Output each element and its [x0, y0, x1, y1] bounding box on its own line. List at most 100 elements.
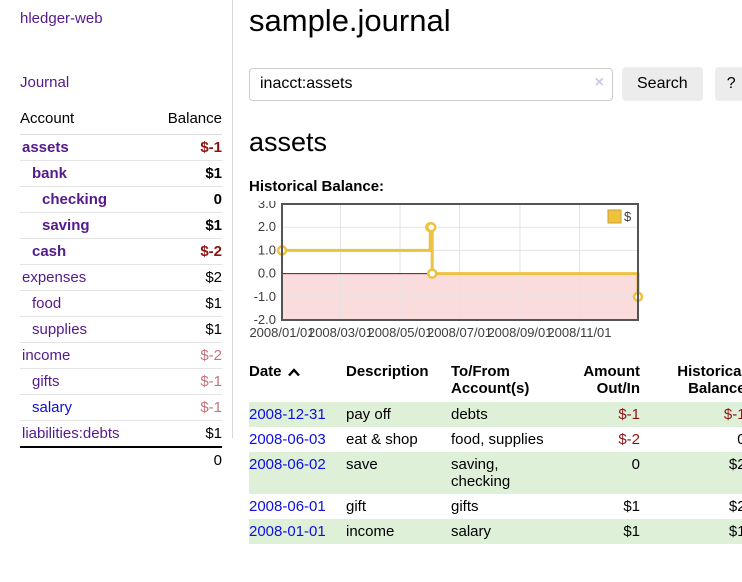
- account-row: bank $1: [20, 160, 222, 187]
- accounts-total-value: 0: [150, 446, 222, 473]
- account-link[interactable]: supplies: [32, 321, 88, 338]
- x-axis-tick-label: 2008/03/01: [308, 325, 373, 340]
- account-link[interactable]: cash: [32, 243, 67, 260]
- nav-journal-link[interactable]: Journal: [20, 74, 70, 91]
- account-row: food $1: [20, 290, 222, 317]
- y-axis-tick-label: -1.0: [254, 289, 276, 304]
- transaction-row[interactable]: 2008-06-02 save saving, checking 0 $2: [249, 452, 742, 494]
- search-form: × Search ?: [249, 67, 742, 101]
- accounts-total-row: 0: [20, 446, 222, 473]
- transaction-balance: $1: [728, 523, 742, 540]
- account-balance: $1: [150, 290, 222, 317]
- account-row: salary $-1: [20, 394, 222, 421]
- clear-search-icon[interactable]: ×: [594, 73, 604, 91]
- y-axis-tick-label: 1.0: [258, 242, 276, 257]
- transaction-row[interactable]: 2008-01-01 income salary $1 $1: [249, 519, 742, 544]
- register-header-date[interactable]: Date: [249, 361, 346, 402]
- account-row: supplies $1: [20, 316, 222, 343]
- historical-balance-chart[interactable]: 3.0 2.0 1.0 0.0 -1.0 -2.0 2008/01/01 2008/03/01…: [249, 201, 742, 343]
- transaction-description: save: [346, 456, 378, 473]
- account-balance: $-1: [150, 394, 222, 421]
- transaction-accounts: gifts: [451, 498, 479, 515]
- app-title-link[interactable]: hledger-web: [20, 10, 103, 27]
- y-axis-tick-label: 3.0: [258, 201, 276, 211]
- transaction-date-link[interactable]: 2008-01-01: [249, 523, 326, 540]
- account-link[interactable]: income: [22, 347, 71, 364]
- account-balance: 0: [150, 186, 222, 213]
- account-row: gifts $-1: [20, 368, 222, 395]
- transaction-amount: $1: [623, 498, 640, 515]
- data-point-marker: [425, 221, 437, 233]
- search-field-wrap: ×: [249, 67, 613, 101]
- account-row: expenses $2: [20, 264, 222, 291]
- transaction-date-link[interactable]: 2008-06-01: [249, 498, 326, 515]
- accounts-total-spacer: [20, 446, 151, 473]
- account-row: assets $-1: [20, 134, 222, 161]
- transaction-accounts: saving, checking: [451, 456, 511, 490]
- sidebar: hledger-web Journal Account Balance asse…: [0, 0, 233, 473]
- transaction-accounts: salary: [451, 523, 492, 540]
- transaction-accounts: debts: [451, 406, 488, 423]
- search-input[interactable]: [249, 67, 613, 101]
- y-axis-tick-label: -2.0: [254, 312, 276, 327]
- accounts-header-account: Account: [20, 110, 151, 135]
- account-link[interactable]: liabilities:debts: [22, 425, 120, 442]
- transaction-accounts: food, supplies: [451, 431, 544, 448]
- y-axis-tick-label: 2.0: [258, 219, 276, 234]
- account-row: saving $1: [20, 212, 222, 239]
- account-balance: $2: [150, 264, 222, 291]
- register-header-accounts: To/From Account(s): [451, 363, 530, 397]
- transaction-description: pay off: [346, 406, 391, 423]
- app-window: hledger-web Journal Account Balance asse…: [0, 0, 742, 544]
- x-axis-tick-label: 2008/05/01: [367, 325, 432, 340]
- account-link[interactable]: bank: [32, 165, 68, 182]
- transaction-date-link[interactable]: 2008-12-31: [249, 406, 326, 423]
- legend-label: $: [624, 209, 632, 224]
- account-balance: $1: [150, 160, 222, 187]
- transaction-amount: $1: [623, 523, 640, 540]
- account-link[interactable]: food: [32, 295, 62, 312]
- account-row: liabilities:debts $1: [20, 420, 222, 448]
- chart-title: Historical Balance:: [249, 178, 385, 195]
- transaction-row[interactable]: 2008-12-31 pay off debts $-1 $-1: [249, 402, 742, 427]
- account-link[interactable]: gifts: [32, 373, 60, 390]
- accounts-table: Account Balance assets $-1 bank $1 checking 0…: [20, 110, 222, 473]
- register-header-row: Date Description To/From Account(s) Amou…: [249, 361, 742, 402]
- transaction-amount: $-1: [618, 406, 640, 423]
- data-point-marker: [426, 268, 438, 279]
- sort-ascending-icon: [287, 368, 300, 377]
- transaction-balance: $-1: [723, 406, 742, 423]
- transaction-date-link[interactable]: 2008-06-02: [249, 456, 326, 473]
- register-header-amount: Amount Out/In: [583, 363, 640, 397]
- accounts-header-row: Account Balance: [20, 110, 222, 135]
- account-link[interactable]: expenses: [22, 269, 87, 286]
- x-axis-tick-label: 2008/11/01: [547, 325, 611, 340]
- account-row: income $-2: [20, 342, 222, 369]
- transaction-amount: $-2: [618, 431, 640, 448]
- account-balance: $-1: [150, 368, 222, 395]
- transaction-description: gift: [346, 498, 367, 515]
- search-button[interactable]: Search: [622, 67, 703, 101]
- transaction-amount: 0: [631, 456, 640, 473]
- plot-border: [281, 203, 639, 321]
- help-button[interactable]: ?: [714, 67, 742, 101]
- transaction-row[interactable]: 2008-06-01 gift gifts $1 $2: [249, 494, 742, 519]
- account-row: checking 0: [20, 186, 222, 213]
- register-table: Date Description To/From Account(s) Amou…: [249, 361, 742, 544]
- transaction-row[interactable]: 2008-06-03 eat & shop food, supplies $-2 0: [249, 427, 742, 452]
- account-link[interactable]: checking: [42, 191, 108, 208]
- x-axis-tick-label: 2008/07/01: [427, 325, 492, 340]
- account-balance: $1: [150, 420, 222, 448]
- account-link[interactable]: saving: [42, 217, 90, 234]
- x-axis-tick-label: 2008/01/01: [249, 325, 314, 340]
- account-balance: $-2: [150, 342, 222, 369]
- transaction-balance: $2: [728, 498, 742, 515]
- transaction-date-link[interactable]: 2008-06-03: [249, 431, 326, 448]
- register-account-heading: assets: [249, 127, 328, 157]
- page-title: sample.journal: [249, 3, 451, 38]
- account-link[interactable]: assets: [22, 139, 69, 156]
- register-header-balance: Historical Balance: [677, 363, 742, 397]
- account-link[interactable]: salary: [32, 399, 73, 416]
- transaction-balance: $2: [728, 456, 742, 473]
- account-balance: $1: [150, 212, 222, 239]
